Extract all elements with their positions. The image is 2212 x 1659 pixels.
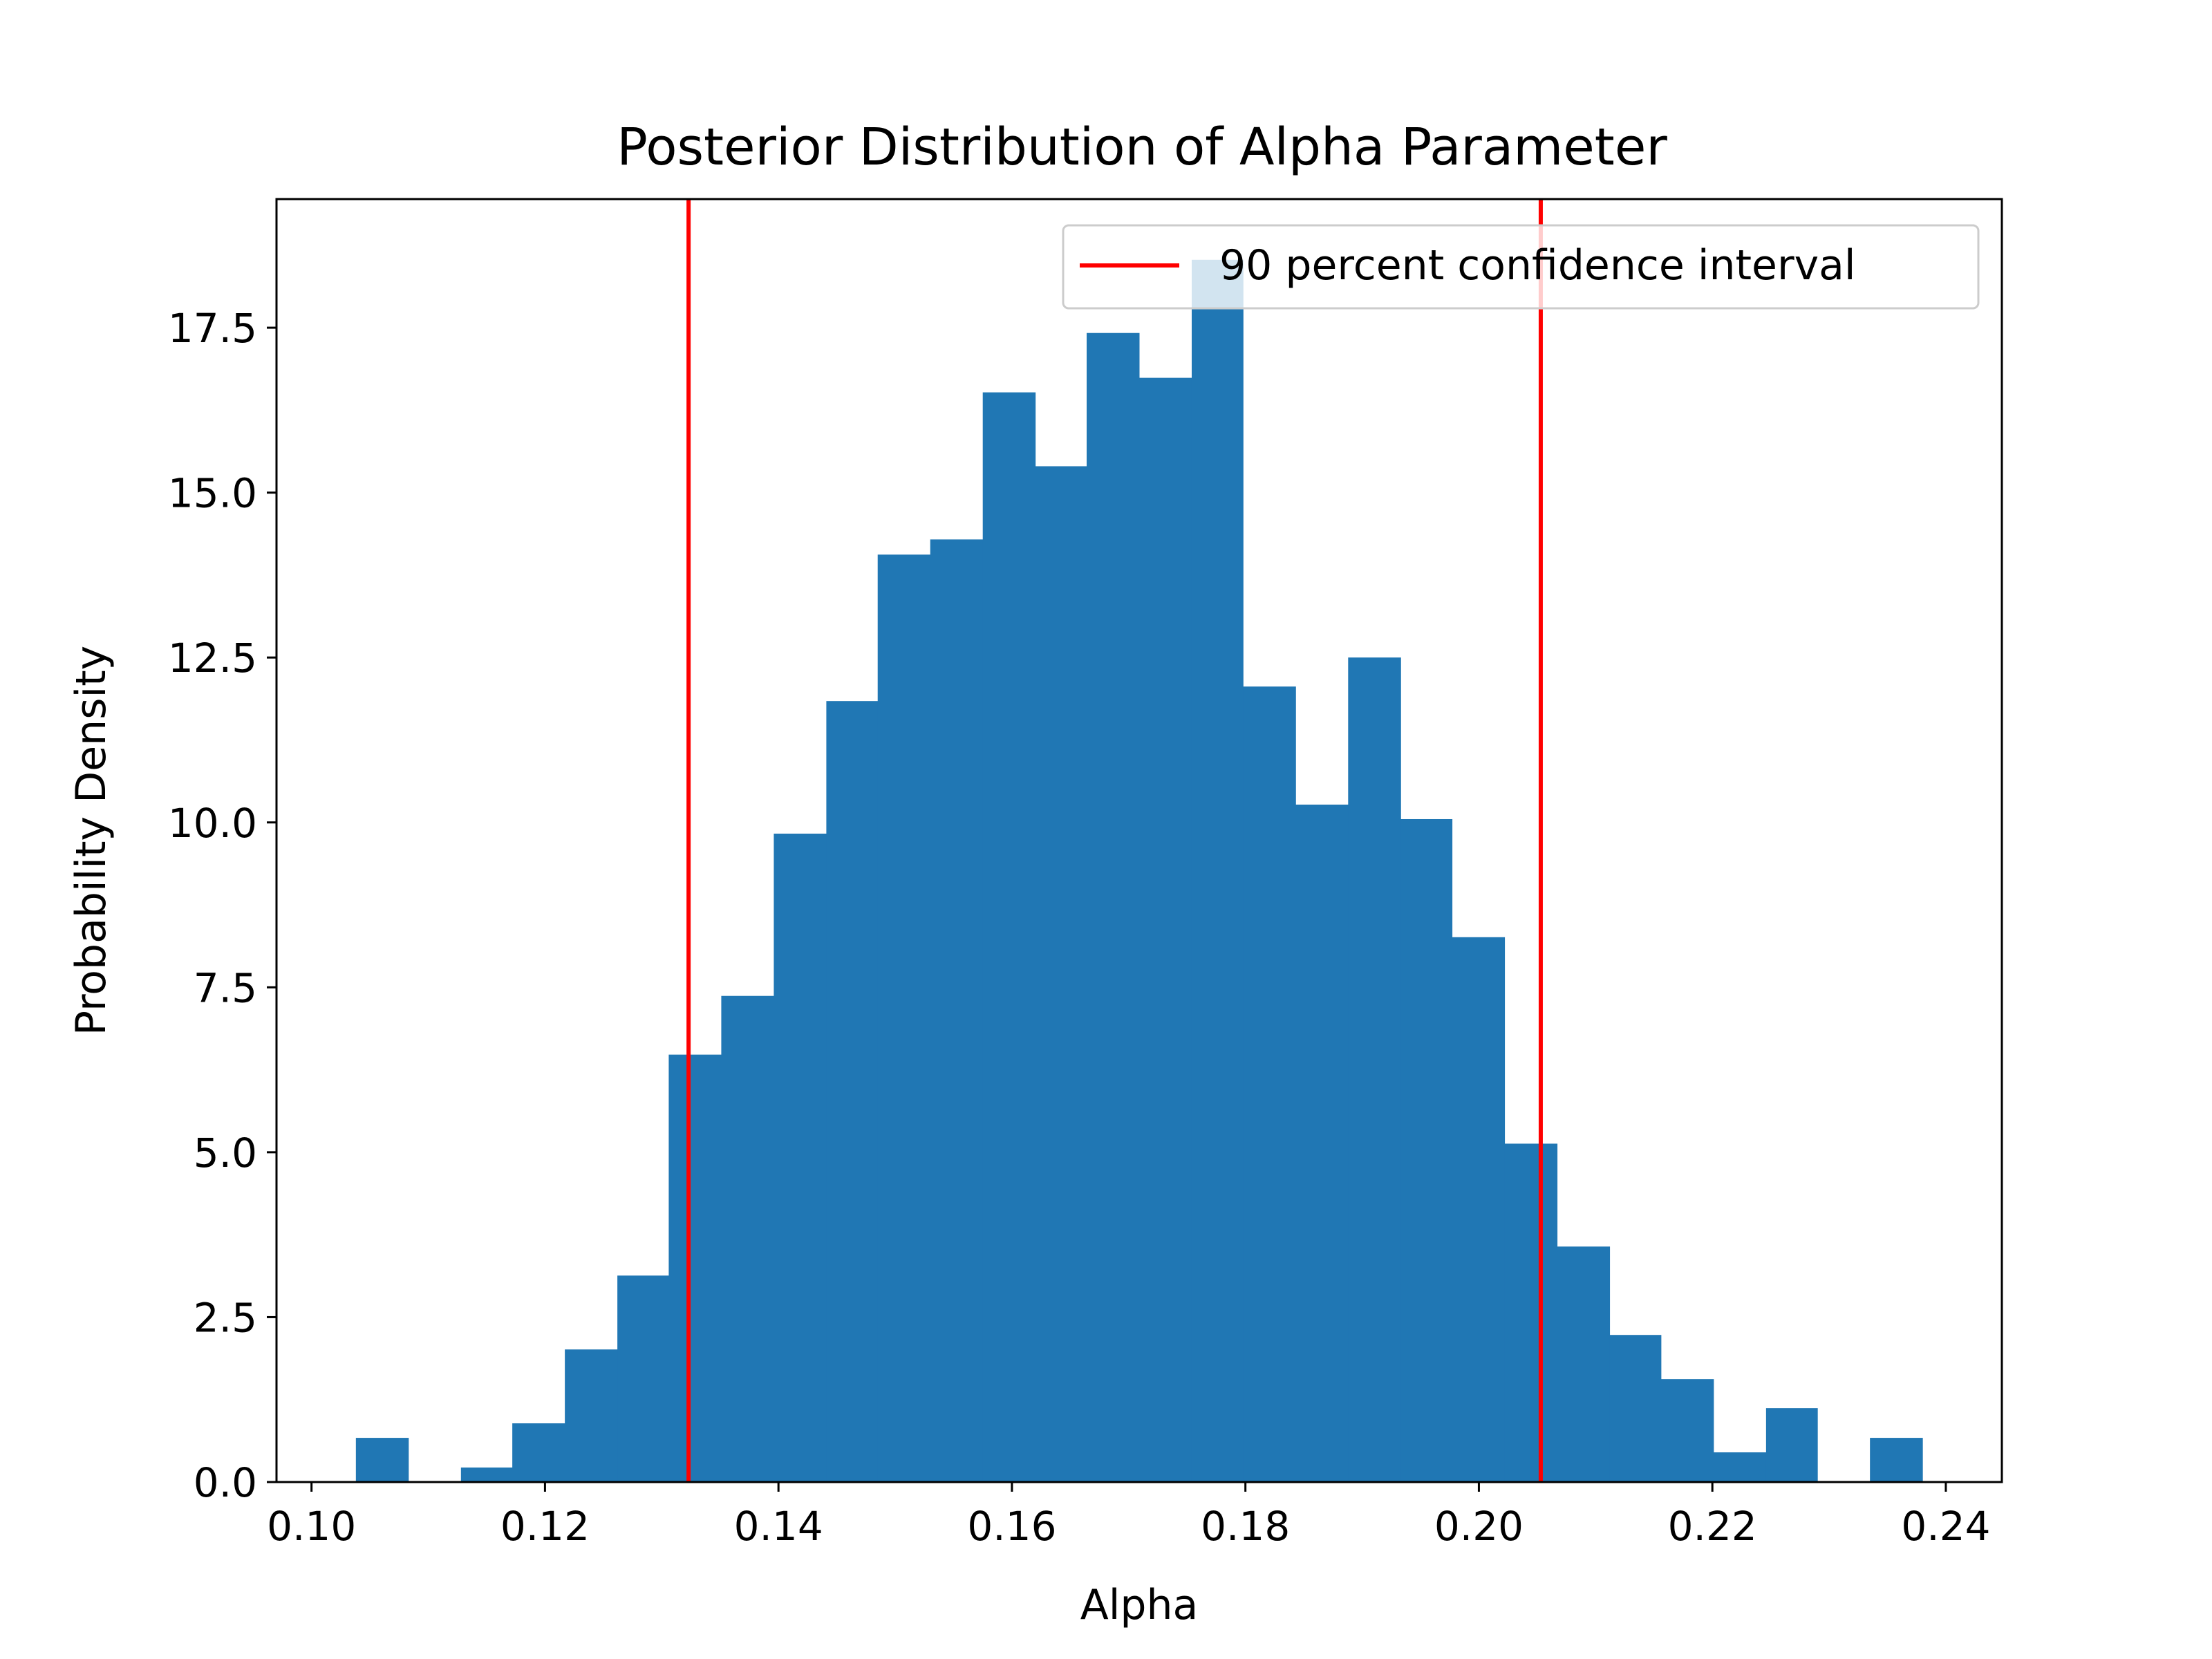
- x-tick-label: 0.20: [1434, 1503, 1524, 1550]
- histogram-bar-5: [617, 1275, 669, 1482]
- histogram-bar-20: [1400, 818, 1453, 1482]
- y-tick-label: 10.0: [168, 800, 257, 847]
- histogram-bar-8: [774, 833, 827, 1482]
- histogram-bar-16: [1191, 259, 1244, 1482]
- y-axis-ticks: 0.0 2.5 5.0 7.5 10.0 12.5 15.0 17.5: [168, 305, 276, 1506]
- x-axis-label: Alpha: [1080, 1581, 1199, 1629]
- confidence-interval-lines: [686, 199, 1543, 1482]
- y-tick-label: 12.5: [168, 635, 257, 682]
- histogram-bar-19: [1348, 657, 1401, 1482]
- histogram-bar-4: [565, 1349, 618, 1482]
- histogram-bar-0: [355, 1438, 409, 1482]
- histogram-bar-26: [1713, 1452, 1767, 1482]
- histogram-bar-3: [512, 1423, 565, 1482]
- histogram-bar-14: [1087, 332, 1140, 1482]
- plot-frame: [275, 198, 2003, 1483]
- y-tick-label: 15.0: [168, 470, 257, 517]
- x-tick-label: 0.14: [734, 1503, 823, 1550]
- x-axis-ticks: 0.10 0.12 0.14 0.16 0.18 0.20 0.22 0.24: [267, 1482, 1991, 1550]
- histogram-bar-9: [826, 701, 879, 1482]
- histogram-bar-12: [982, 392, 1036, 1482]
- histogram-bar-7: [721, 995, 774, 1482]
- legend: 90 percent confidence interval: [1062, 224, 1980, 310]
- histogram-bar-18: [1295, 804, 1349, 1482]
- histogram-bar-10: [877, 554, 931, 1483]
- y-tick-label: 5.0: [194, 1130, 257, 1177]
- y-tick-label: 0.0: [194, 1459, 257, 1506]
- x-tick-label: 0.10: [267, 1503, 356, 1550]
- y-tick-label: 17.5: [168, 305, 257, 352]
- y-axis-label: Probability Density: [67, 646, 115, 1035]
- x-tick-label: 0.22: [1668, 1503, 1757, 1550]
- histogram-bar-25: [1660, 1379, 1714, 1482]
- x-tick-label: 0.12: [500, 1503, 590, 1550]
- histogram-bar-22: [1504, 1143, 1558, 1482]
- histogram-bar-15: [1139, 377, 1192, 1482]
- histogram-bar-27: [1765, 1408, 1818, 1482]
- histogram-bar-11: [930, 539, 984, 1482]
- histogram-bar-29: [1870, 1438, 1923, 1482]
- x-tick-label: 0.18: [1201, 1503, 1290, 1550]
- y-tick-label: 7.5: [194, 964, 257, 1011]
- chart-title: Posterior Distribution of Alpha Paramete…: [617, 118, 1667, 177]
- y-tick-label: 2.5: [194, 1294, 257, 1341]
- histogram-bar-13: [1035, 466, 1087, 1482]
- legend-box: [1062, 224, 1980, 310]
- histogram-bar-2: [460, 1468, 513, 1482]
- x-tick-label: 0.16: [967, 1503, 1056, 1550]
- legend-label: 90 percent confidence interval: [1219, 241, 1856, 290]
- x-tick-label: 0.24: [1901, 1503, 1990, 1550]
- histogram-bar-24: [1609, 1335, 1662, 1482]
- histogram-bar-17: [1243, 686, 1296, 1482]
- histogram-bar-6: [668, 1054, 722, 1482]
- histogram-bars: [355, 259, 1923, 1483]
- histogram-bar-21: [1452, 937, 1506, 1482]
- histogram-bar-23: [1557, 1246, 1611, 1482]
